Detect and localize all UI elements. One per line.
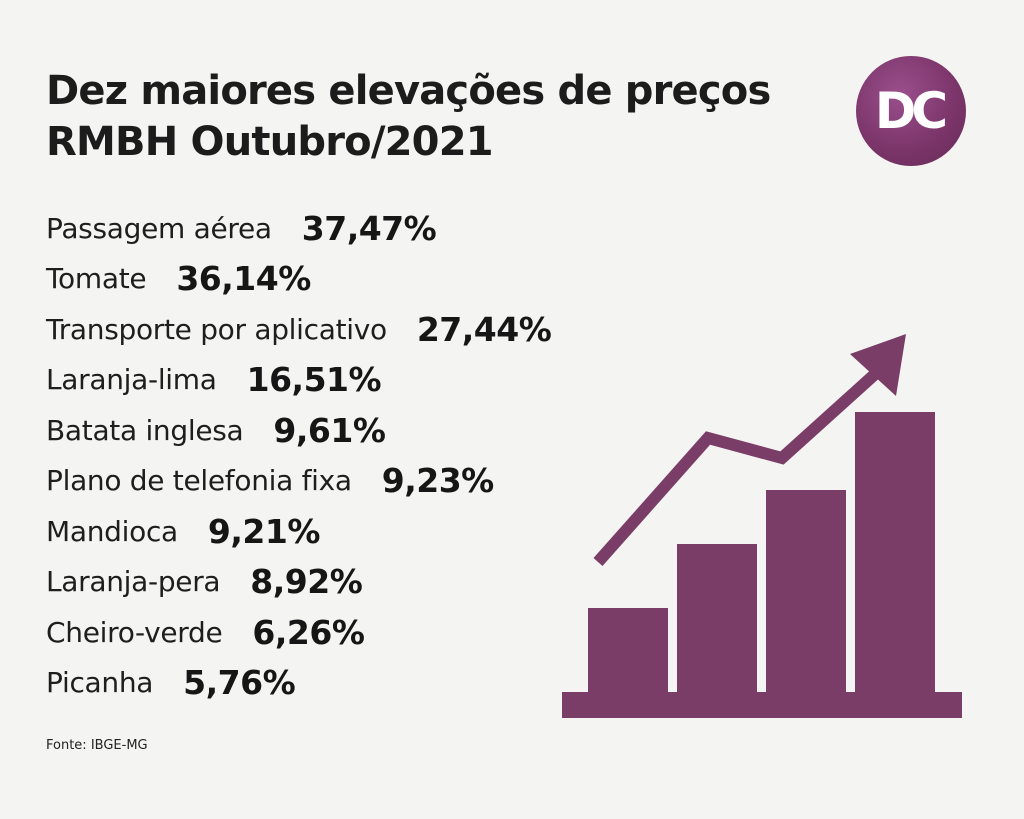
item-label: Transporte por aplicativo <box>46 312 387 346</box>
item-value: 5,76% <box>183 663 296 703</box>
list-item: Laranja-pera 8,92% <box>46 557 646 608</box>
list-item: Cheiro-verde 6,26% <box>46 607 646 658</box>
title-line-1: Dez maiores elevações de preços <box>46 68 771 114</box>
page-title: Dez maiores elevações de preços RMBH Out… <box>46 66 806 168</box>
item-label: Plano de telefonia fixa <box>46 464 352 498</box>
list-item: Batata inglesa 9,61% <box>46 405 646 456</box>
title-line-2: RMBH Outubro/2021 <box>46 119 494 165</box>
item-value: 9,23% <box>381 461 495 501</box>
dc-logo: DC <box>856 56 966 166</box>
chart-icon-bar-1 <box>588 608 668 696</box>
chart-icon-bar-2 <box>677 544 757 696</box>
list-item: Tomate 36,14% <box>46 254 646 305</box>
source-note: Fonte: IBGE-MG <box>46 738 148 753</box>
list-item: Picanha 5,76% <box>46 658 646 709</box>
list-item: Mandioca 9,21% <box>46 506 646 557</box>
chart-icon-baseline <box>562 692 962 718</box>
chart-icon-trend-line <box>593 361 889 566</box>
list-item: Passagem aérea 37,47% <box>46 203 646 254</box>
item-value: 9,21% <box>207 511 321 551</box>
item-value: 37,47% <box>301 208 437 248</box>
list-item: Transporte por aplicativo 27,44% <box>46 304 646 355</box>
price-increase-list: Passagem aérea 37,47% Tomate 36,14% Transpor… <box>46 203 646 708</box>
item-label: Laranja-lima <box>46 363 217 397</box>
item-value: 36,14% <box>176 259 311 299</box>
item-label: Batata inglesa <box>46 413 244 447</box>
item-label: Laranja-pera <box>46 565 221 599</box>
chart-icon-arrow-head <box>850 334 906 396</box>
item-value: 8,92% <box>250 562 363 602</box>
item-value: 27,44% <box>416 309 552 349</box>
chart-icon-bar-3 <box>766 490 846 696</box>
list-item: Laranja-lima 16,51% <box>46 355 646 406</box>
item-value: 16,51% <box>246 360 382 400</box>
item-label: Passagem aérea <box>46 211 272 245</box>
logo-text: DC <box>874 82 948 140</box>
item-label: Picanha <box>46 666 154 700</box>
item-value: 9,61% <box>273 410 386 450</box>
rising-bar-chart-icon <box>562 334 962 718</box>
item-label: Mandioca <box>46 514 178 548</box>
item-value: 6,26% <box>252 612 365 652</box>
item-label: Tomate <box>46 262 147 296</box>
chart-icon-bar-4 <box>855 412 935 696</box>
item-label: Cheiro-verde <box>46 615 223 649</box>
list-item: Plano de telefonia fixa 9,23% <box>46 456 646 507</box>
